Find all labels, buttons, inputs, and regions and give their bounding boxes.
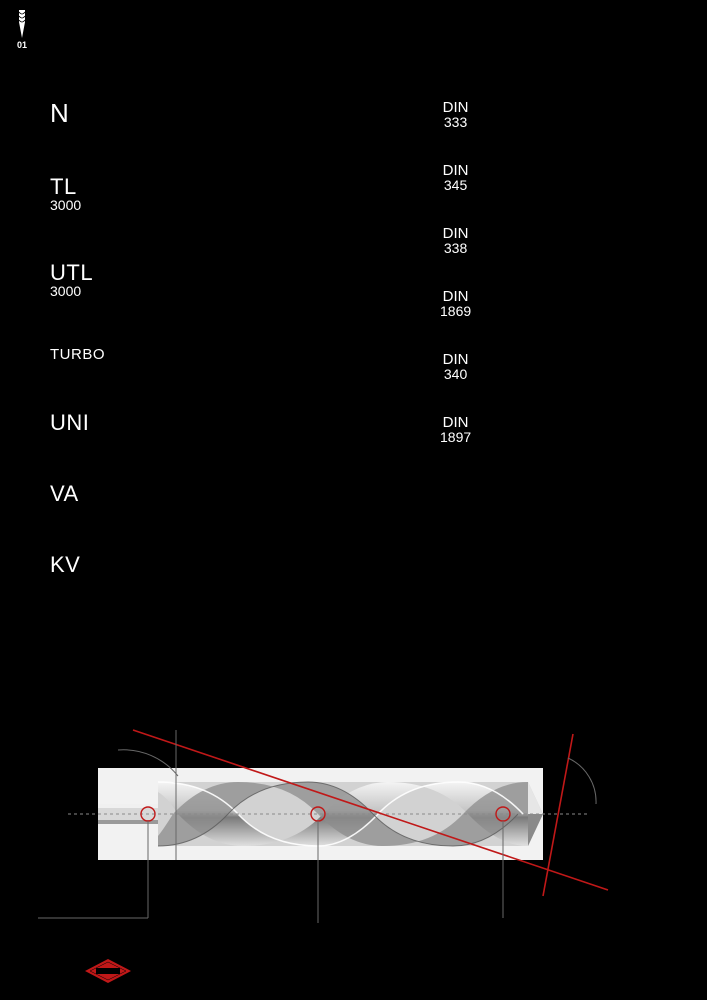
type-code-va: VA bbox=[50, 482, 105, 505]
code-label: UTL bbox=[50, 261, 105, 284]
drill-diagram bbox=[0, 720, 707, 950]
din-label: DIN bbox=[440, 415, 471, 430]
din-338: DIN 338 bbox=[440, 226, 471, 255]
code-sublabel: 3000 bbox=[50, 284, 105, 299]
drill-bit-icon bbox=[15, 10, 29, 38]
din-label: DIN bbox=[440, 226, 471, 241]
type-code-kv: KV bbox=[50, 553, 105, 576]
code-label: N bbox=[50, 100, 105, 127]
din-340: DIN 340 bbox=[440, 352, 471, 381]
type-code-utl: UTL 3000 bbox=[50, 261, 105, 299]
din-label: DIN bbox=[440, 163, 471, 178]
code-sublabel: 3000 bbox=[50, 198, 105, 213]
din-number: 1897 bbox=[440, 430, 471, 444]
din-1869: DIN 1869 bbox=[440, 289, 471, 318]
din-label: DIN bbox=[440, 100, 471, 115]
brand-logo bbox=[85, 959, 131, 988]
code-label: KV bbox=[50, 553, 105, 576]
code-label: VA bbox=[50, 482, 105, 505]
type-code-uni: UNI bbox=[50, 411, 105, 434]
page-number: 01 bbox=[12, 40, 32, 50]
diagram-overlay bbox=[0, 720, 707, 950]
din-number: 1869 bbox=[440, 304, 471, 318]
din-standards-column: DIN 333 DIN 345 DIN 338 DIN 1869 DIN 340… bbox=[440, 100, 471, 478]
din-label: DIN bbox=[440, 289, 471, 304]
din-label: DIN bbox=[440, 352, 471, 367]
code-label: UNI bbox=[50, 411, 105, 434]
type-codes-column: N TL 3000 UTL 3000 TURBO UNI VA KV bbox=[50, 100, 105, 624]
din-number: 333 bbox=[440, 115, 471, 129]
code-label: TL bbox=[50, 175, 105, 198]
din-333: DIN 333 bbox=[440, 100, 471, 129]
code-label: TURBO bbox=[50, 347, 105, 363]
din-number: 340 bbox=[440, 367, 471, 381]
type-code-turbo: TURBO bbox=[50, 347, 105, 363]
section-icon: 01 bbox=[12, 10, 32, 50]
din-number: 345 bbox=[440, 178, 471, 192]
din-345: DIN 345 bbox=[440, 163, 471, 192]
din-1897: DIN 1897 bbox=[440, 415, 471, 444]
din-number: 338 bbox=[440, 241, 471, 255]
type-code-n: N bbox=[50, 100, 105, 127]
type-code-tl: TL 3000 bbox=[50, 175, 105, 213]
diamond-logo-icon bbox=[85, 959, 131, 983]
